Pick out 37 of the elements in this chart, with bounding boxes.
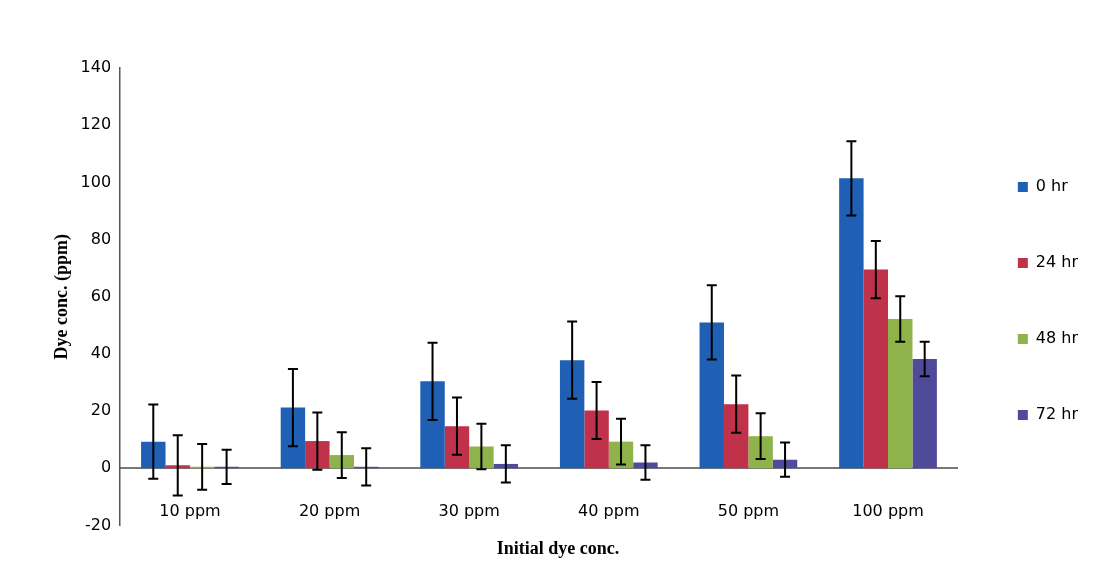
y-tick-label: 40 — [90, 343, 112, 363]
bar — [305, 441, 330, 469]
x-tick-label: 100 ppm — [852, 500, 924, 520]
bar — [699, 322, 724, 469]
y-tick-label: 120 — [80, 114, 112, 134]
legend-label: 48 hr — [1035, 328, 1079, 348]
bar — [280, 407, 306, 469]
legend-label: 0 hr — [1035, 176, 1069, 196]
y-tick-label: 0 — [100, 457, 112, 477]
x-tick-label: 20 ppm — [298, 500, 361, 520]
bar — [723, 404, 749, 469]
y-tick-label: 100 — [80, 171, 112, 191]
y-tick-label: 20 — [90, 400, 112, 420]
bar — [584, 410, 609, 469]
bar — [469, 446, 494, 469]
y-tick-label: 140 — [80, 57, 112, 77]
bar — [912, 359, 937, 469]
x-tick-label: 50 ppm — [717, 500, 780, 520]
x-tick-label: 10 ppm — [159, 500, 221, 520]
bar — [559, 360, 585, 469]
bar — [165, 465, 190, 469]
bar — [444, 426, 470, 469]
bar — [141, 441, 166, 469]
y-tick-label: -20 — [85, 514, 112, 534]
bar — [748, 436, 773, 469]
x-tick-label: 30 ppm — [438, 500, 500, 520]
bar — [420, 381, 445, 469]
x-tick-label: 40 ppm — [578, 500, 640, 520]
legend-label: 72 hr — [1035, 404, 1079, 424]
y-tick-label: 80 — [90, 228, 112, 248]
x-axis-title: Initial dye conc. — [495, 538, 621, 559]
y-tick-label: 60 — [90, 285, 112, 305]
y-axis-title: Dye conc. (ppm) — [51, 233, 73, 360]
bar — [839, 178, 864, 469]
bar — [888, 319, 913, 469]
bar — [863, 269, 889, 469]
legend-label: 24 hr — [1035, 252, 1079, 272]
